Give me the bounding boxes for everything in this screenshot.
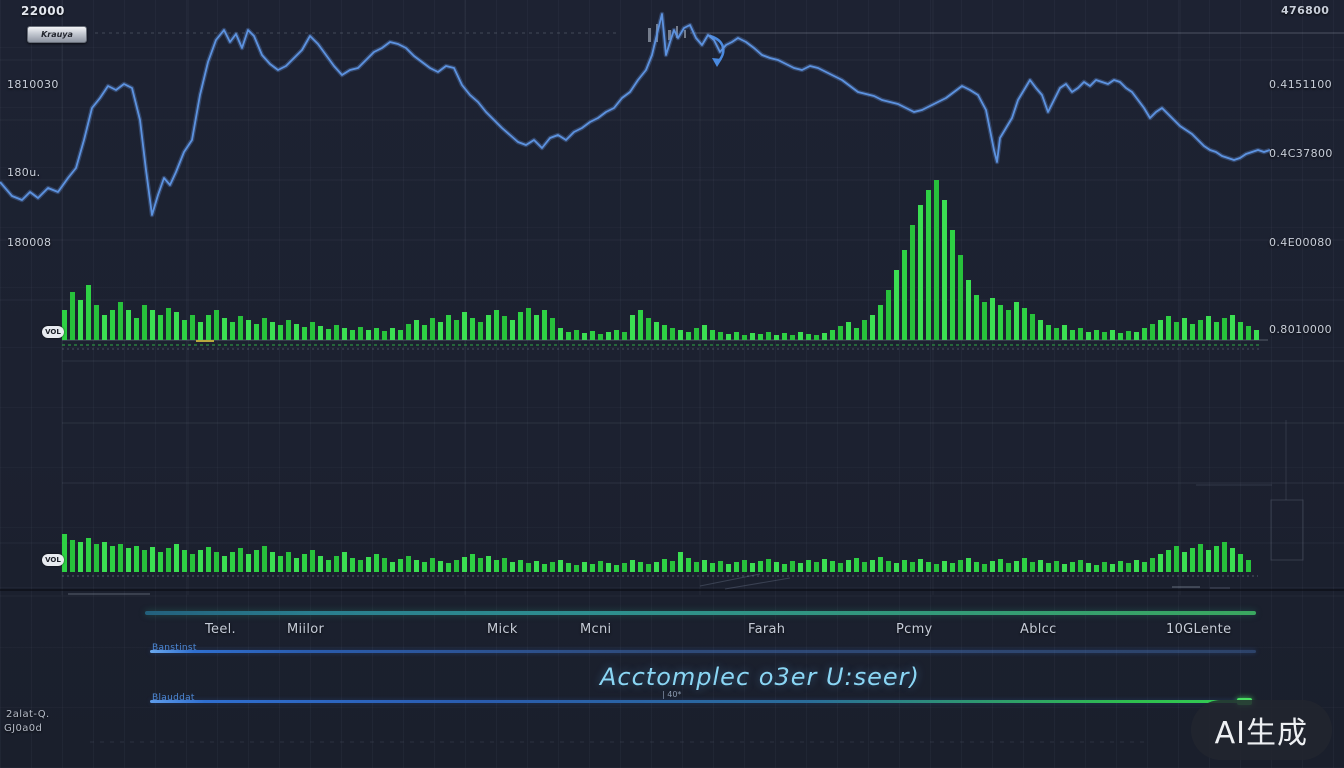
bottom-left-label-1: 2alat-Q.: [6, 709, 50, 720]
progress-bar-1-label: Banstinst: [152, 643, 197, 653]
left-axis-label: 180008: [7, 236, 52, 249]
volume-badge-lower[interactable]: VOL: [42, 554, 64, 566]
volume-bars-upper: [62, 180, 1259, 340]
caption-text: Acctomplec o3er U:seer): [600, 663, 920, 691]
legend-badge-button[interactable]: Krauya: [27, 26, 87, 43]
right-axis-label: 0.8010000: [1269, 323, 1333, 336]
volume-bars-lower: [62, 534, 1251, 572]
tab-ablcc[interactable]: Ablcc: [1020, 622, 1057, 637]
tab-teel[interactable]: Teel.: [205, 622, 236, 637]
section-divider-bar: [145, 611, 1256, 615]
progress-bar-2-label: Blauddat: [152, 693, 195, 703]
annotation-arrowhead: [712, 58, 722, 67]
left-axis-label: 180u.: [7, 166, 41, 179]
bottom-left-label-2: GJ0a0d: [4, 723, 43, 734]
right-axis-label: 0.4151100: [1269, 78, 1333, 91]
ai-generated-watermark: AI生成: [1190, 700, 1332, 760]
caption-subtext: | 40*: [662, 690, 682, 699]
right-axis-label: 0.4E00080: [1269, 236, 1333, 249]
tab-farah[interactable]: Farah: [748, 622, 786, 637]
right-axis-label: 0.4C37800: [1269, 147, 1333, 160]
tab-pcmy[interactable]: Pcmy: [896, 622, 933, 637]
top-left-value: 22000: [21, 4, 65, 18]
top-right-value: 476800: [1281, 4, 1330, 17]
grid-accent-lines: [0, 0, 1344, 595]
tab-lente[interactable]: 10GLente: [1166, 622, 1232, 637]
tab-mcni[interactable]: Mcni: [580, 622, 612, 637]
scribble-marks: [699, 573, 791, 590]
progress-bar-2: [150, 700, 1245, 703]
grid-accent-lines-bright: [62, 360, 1344, 484]
right-outline-box: [1270, 499, 1304, 561]
tab-mick[interactable]: Mick: [487, 622, 518, 637]
left-axis-label: 1810030: [7, 78, 59, 91]
progress-bar-1: [150, 650, 1256, 653]
price-line: [0, 11, 1271, 218]
volume-badge-upper[interactable]: VOL: [42, 326, 64, 338]
tab-miilor[interactable]: Miilor: [287, 622, 325, 637]
